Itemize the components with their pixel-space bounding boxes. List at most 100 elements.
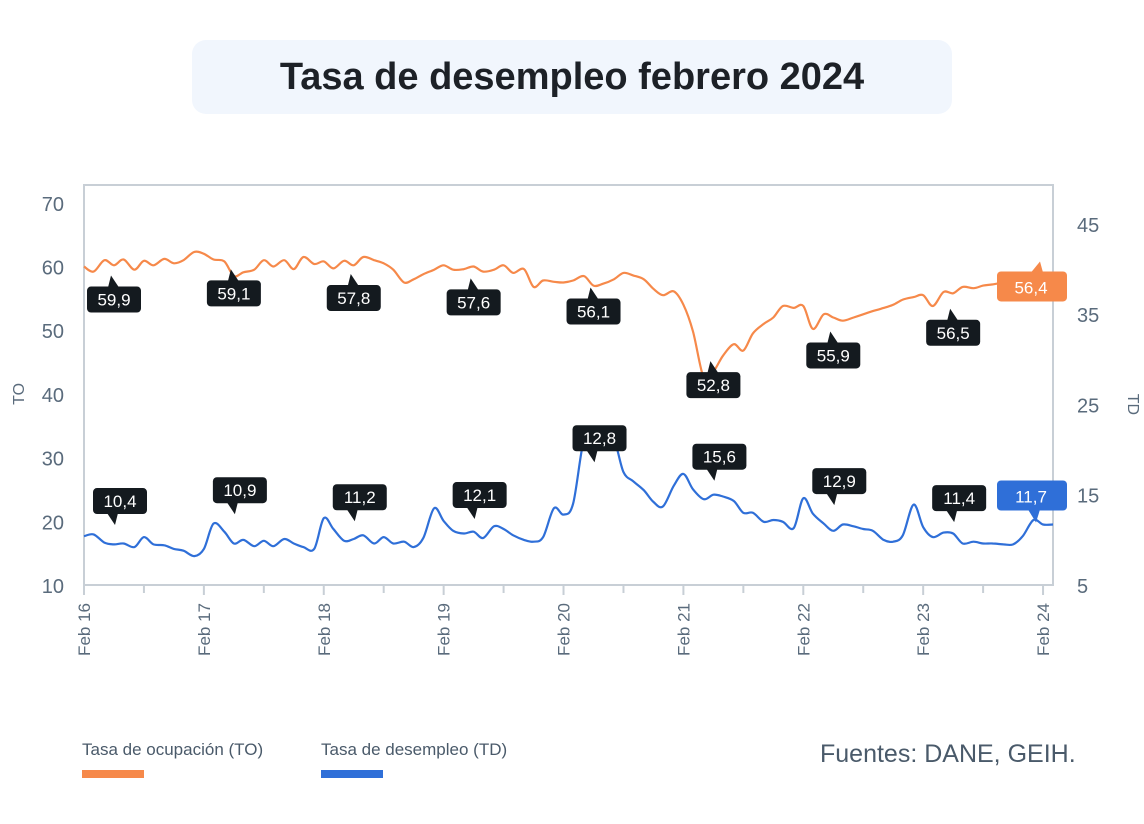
label-badge-text: 56,4 <box>1014 278 1047 297</box>
label-badge-bg <box>932 485 987 512</box>
legend-label-td: Tasa de desempleo (TD) <box>321 740 508 759</box>
legend-label-to: Tasa de ocupación (TO) <box>82 740 264 759</box>
left-axis-tick-label: 20 <box>42 512 64 534</box>
label-badge-text: 59,1 <box>217 284 250 303</box>
td-data-label: 12,1 <box>452 482 507 520</box>
to-data-label: 59,9 <box>87 275 141 313</box>
label-badge-pointer <box>108 275 119 288</box>
label-badge-pointer <box>467 278 479 291</box>
label-badge-text: 12,1 <box>463 486 496 505</box>
label-badge-pointer <box>466 507 478 520</box>
label-badge-pointer <box>587 287 599 300</box>
label-badge-bg <box>452 482 507 509</box>
left-axis-tick-label: 40 <box>42 385 64 407</box>
label-badge-bg <box>332 484 387 511</box>
label-badge-text: 52,8 <box>697 376 730 395</box>
label-badge-text: 56,1 <box>577 303 610 322</box>
label-badge-bg <box>692 443 747 470</box>
x-axis-tick-label: Feb 24 <box>1034 603 1053 656</box>
x-axis-tick-label: Feb 20 <box>555 603 574 656</box>
label-badge-bg <box>566 298 621 325</box>
td-data-label: 15,6 <box>692 443 747 481</box>
td-last-value-badge: 11,7 <box>997 480 1067 523</box>
x-axis-tick-label: Feb 17 <box>195 603 214 656</box>
right-axis-tick-label: 45 <box>1077 215 1099 237</box>
label-badge-text: 12,9 <box>823 472 856 491</box>
left-axis-title: TO <box>11 383 28 405</box>
legend-item-td: Tasa de desempleo (TD) <box>321 740 507 778</box>
right-axis-tick-label: 15 <box>1077 486 1099 508</box>
x-axis-tick-label: Feb 18 <box>315 603 334 656</box>
label-badge-text: 55,9 <box>817 346 850 365</box>
label-badge-pointer <box>826 493 838 506</box>
x-axis-tick-label: Feb 16 <box>75 603 94 656</box>
left-axis-tick-label: 10 <box>42 576 64 598</box>
label-badge-bg <box>997 480 1067 511</box>
label-badge-text: 10,4 <box>103 492 136 511</box>
label-badge-bg <box>926 319 981 346</box>
to-data-label: 55,9 <box>806 331 861 369</box>
label-badge-pointer <box>346 509 358 522</box>
to-last-value-badge: 56,4 <box>997 261 1067 302</box>
label-badge-text: 11,4 <box>943 489 975 508</box>
label-badge-bg <box>572 425 627 452</box>
label-badge-text: 15,6 <box>703 448 736 467</box>
td-data-label: 11,4 <box>932 485 987 523</box>
label-badge-bg <box>446 289 501 316</box>
title-box: Tasa de desempleo febrero 2024 <box>192 40 952 114</box>
right-axis-tick-label: 35 <box>1077 305 1099 327</box>
left-axis-tick-label: 50 <box>42 321 64 343</box>
left-axis-tick-label: 70 <box>42 194 64 216</box>
label-badge-text: 11,2 <box>344 488 376 507</box>
td-data-label: 10,9 <box>212 477 267 515</box>
label-badge-text: 12,8 <box>583 429 616 448</box>
to-data-label: 57,8 <box>326 274 381 312</box>
to-data-label: 59,1 <box>206 269 261 307</box>
label-badge-bg <box>87 286 141 313</box>
label-badge-bg <box>686 372 741 399</box>
right-axis-tick-label: 5 <box>1077 576 1088 598</box>
label-badge-bg <box>997 271 1067 302</box>
label-badge-pointer <box>227 269 239 282</box>
label-badge-text: 59,9 <box>97 291 130 310</box>
label-badge-bg <box>93 488 147 515</box>
label-badge-bg <box>326 285 381 312</box>
to-data-label: 52,8 <box>686 361 741 399</box>
to-data-label: 56,1 <box>566 287 621 325</box>
x-axis-tick-label: Feb 21 <box>674 603 693 656</box>
label-badge-text: 10,9 <box>223 481 256 500</box>
label-badge-pointer <box>226 502 238 515</box>
x-axis-tick-label: Feb 19 <box>435 603 454 656</box>
left-axis-tick-label: 30 <box>42 449 64 471</box>
legend-swatch-td <box>321 770 383 778</box>
series-line-td <box>83 431 1054 558</box>
x-axis-tick-label: Feb 22 <box>794 603 813 656</box>
label-badge-text: 11,7 <box>1015 488 1047 507</box>
td-data-label: 12,9 <box>812 468 867 506</box>
legend-item-to: Tasa de ocupación (TO) <box>82 740 263 778</box>
label-badge-pointer <box>1028 509 1040 523</box>
to-data-label: 57,6 <box>446 278 501 316</box>
label-badge-pointer <box>946 510 958 523</box>
label-badge-pointer <box>827 331 839 344</box>
label-badge-pointer <box>707 361 719 374</box>
label-badge-text: 57,6 <box>457 293 490 312</box>
td-data-label: 12,8 <box>572 425 627 463</box>
label-badge-pointer <box>586 450 598 463</box>
label-badge-text: 57,8 <box>337 289 370 308</box>
label-badge-bg <box>206 280 261 307</box>
label-badge-pointer <box>107 513 118 526</box>
legend-swatch-to <box>82 770 144 778</box>
chart-title: Tasa de desempleo febrero 2024 <box>279 55 865 98</box>
label-badge-bg <box>806 342 861 369</box>
label-badge-pointer <box>1031 261 1043 273</box>
plot-frame <box>83 184 1054 586</box>
to-data-label: 56,5 <box>926 308 981 346</box>
label-badge-pointer <box>347 274 359 287</box>
series-line-to <box>83 250 1054 382</box>
label-badge-pointer <box>706 468 718 481</box>
right-axis-title: TD <box>1124 394 1141 415</box>
label-badge-bg <box>812 468 867 495</box>
label-badge-bg <box>212 477 267 504</box>
